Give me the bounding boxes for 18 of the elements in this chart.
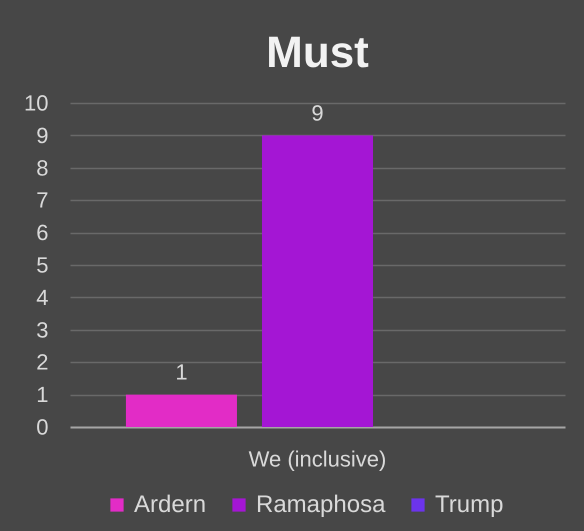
legend-label: Ramaphosa — [256, 491, 386, 518]
y-tick-label: 1 — [36, 382, 48, 408]
legend-label: Ardern — [134, 491, 206, 518]
y-tick-label: 3 — [36, 317, 48, 342]
y-tick-label: 9 — [36, 122, 48, 148]
data-label: 1 — [175, 360, 188, 385]
y-tick-label: 8 — [36, 155, 48, 180]
y-tick-label: 0 — [36, 414, 48, 440]
y-tick-label: 4 — [36, 284, 48, 310]
y-tick-label: 10 — [24, 90, 48, 116]
y-tick-label: 5 — [36, 252, 48, 278]
y-tick-label: 6 — [36, 220, 48, 246]
chart-title: Must — [266, 28, 370, 77]
legend-label: Trump — [435, 491, 504, 518]
data-label: 9 — [311, 100, 324, 126]
y-tick-label: 7 — [36, 188, 48, 213]
x-tick-label: We (inclusive) — [248, 446, 386, 472]
y-tick-label: 2 — [36, 350, 48, 375]
